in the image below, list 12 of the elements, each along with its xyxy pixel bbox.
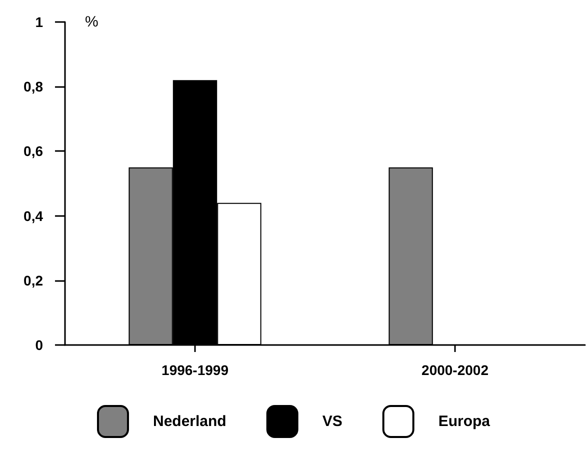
x-tick-label: 2000-2002 [422, 362, 489, 378]
y-tick-label: 0 [35, 337, 44, 353]
y-tick-label: 0,6 [24, 143, 44, 160]
y-axis-title: % [85, 14, 98, 30]
y-tick-label: 0,8 [24, 78, 44, 95]
legend-label: Nederland [152, 413, 226, 430]
y-tick-label: 0,4 [24, 208, 44, 224]
y-tick-label: 1 [35, 14, 44, 30]
x-tick-label: 1996-1999 [162, 362, 229, 378]
y-tick-label: 0,2 [24, 272, 44, 288]
legend-label: VS [322, 413, 342, 430]
legend-label: Europa [438, 413, 491, 430]
